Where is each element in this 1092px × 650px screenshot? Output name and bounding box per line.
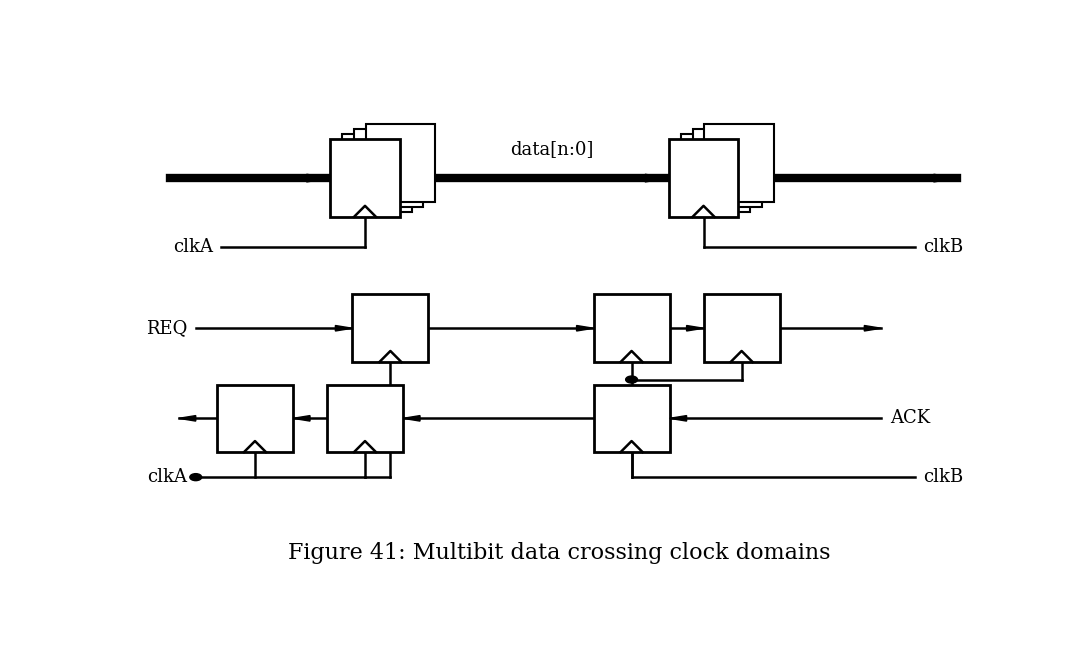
Text: ACK: ACK bbox=[890, 410, 929, 427]
Text: Figure 41: Multibit data crossing clock domains: Figure 41: Multibit data crossing clock … bbox=[288, 543, 831, 564]
Polygon shape bbox=[645, 174, 668, 182]
Polygon shape bbox=[687, 326, 703, 331]
Polygon shape bbox=[307, 174, 330, 182]
Polygon shape bbox=[577, 326, 594, 331]
Bar bbox=[594, 385, 669, 452]
Bar bbox=[327, 385, 403, 452]
Bar bbox=[692, 129, 762, 207]
Polygon shape bbox=[934, 174, 958, 182]
Bar bbox=[353, 294, 428, 362]
Text: REQ: REQ bbox=[146, 319, 188, 337]
Bar bbox=[668, 139, 738, 217]
Bar bbox=[342, 135, 412, 212]
Text: clkA: clkA bbox=[173, 238, 213, 256]
Circle shape bbox=[190, 474, 202, 480]
Bar bbox=[703, 294, 780, 362]
Text: clkB: clkB bbox=[924, 468, 964, 486]
Polygon shape bbox=[293, 415, 310, 421]
Bar bbox=[594, 294, 669, 362]
Text: data[n:0]: data[n:0] bbox=[510, 140, 594, 158]
Polygon shape bbox=[865, 326, 881, 331]
Circle shape bbox=[626, 376, 638, 383]
Polygon shape bbox=[669, 415, 687, 421]
Bar bbox=[330, 139, 400, 217]
Polygon shape bbox=[179, 415, 195, 421]
Bar bbox=[217, 385, 293, 452]
Bar bbox=[366, 124, 436, 202]
Bar bbox=[354, 129, 424, 207]
Text: clkB: clkB bbox=[924, 238, 964, 256]
Polygon shape bbox=[335, 326, 353, 331]
Bar bbox=[680, 135, 750, 212]
Bar bbox=[704, 124, 774, 202]
Polygon shape bbox=[403, 415, 420, 421]
Text: clkA: clkA bbox=[147, 468, 188, 486]
